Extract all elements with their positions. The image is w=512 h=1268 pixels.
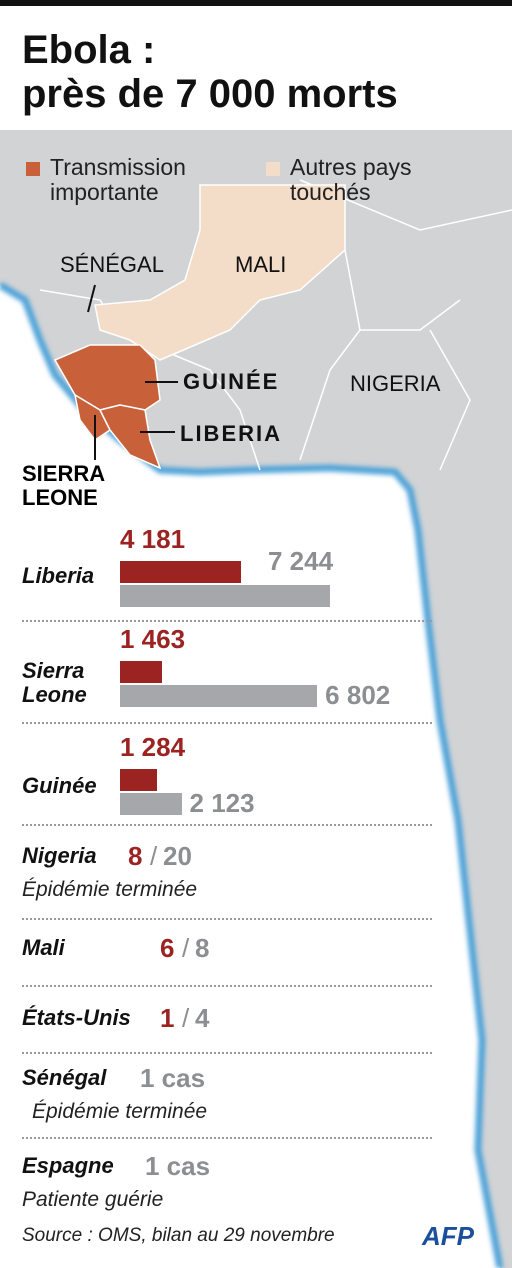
country-name: Mali — [22, 935, 65, 960]
note: Épidémie terminée — [32, 1100, 208, 1123]
guinea-area — [53, 344, 161, 411]
country-name: Liberia — [22, 563, 95, 588]
mali-area — [94, 184, 346, 361]
legend-label: Transmission importante — [50, 154, 186, 206]
separator — [22, 722, 432, 724]
bar — [120, 685, 318, 707]
sierra-leone-area — [73, 393, 111, 442]
coastline — [0, 281, 504, 1268]
separator — [22, 620, 432, 622]
source: Source : OMS, bilan au 29 novembre — [22, 1225, 335, 1246]
separator — [22, 824, 432, 826]
map-label: SÉNÉGAL — [60, 252, 164, 277]
separator — [22, 1052, 432, 1054]
separator — [22, 1137, 432, 1139]
separator-text: / — [182, 933, 190, 963]
deaths: 6 — [160, 933, 175, 963]
separator-text: / — [150, 841, 158, 871]
deaths: 8 — [128, 841, 143, 871]
bar — [120, 769, 158, 791]
value-label: 7 244 — [268, 546, 334, 576]
cases: 20 — [163, 841, 192, 871]
value-label: 1 284 — [120, 732, 186, 762]
map-label: SIERRA LEONE — [22, 461, 106, 511]
bar — [120, 661, 163, 683]
cases: 1 cas — [145, 1151, 211, 1181]
map-label: MALI — [235, 252, 287, 277]
country-name: Sénégal — [22, 1065, 107, 1090]
value-label: 4 181 — [120, 524, 186, 554]
map-label: LIBERIA — [180, 421, 282, 446]
country-name: Sierra Leone — [22, 658, 87, 708]
value-label: 1 463 — [120, 624, 186, 654]
deaths: 1 — [160, 1003, 175, 1033]
note: Épidémie terminée — [22, 878, 198, 901]
top-bar — [0, 0, 512, 6]
map-label: GUINÉE — [183, 369, 280, 394]
value-label: 2 123 — [189, 788, 255, 818]
cases: 8 — [195, 933, 210, 963]
liberia-area — [98, 404, 162, 470]
separator-text: / — [182, 1003, 190, 1033]
note: Patiente guérie — [22, 1188, 164, 1211]
separator — [22, 918, 432, 920]
logo: AFP — [422, 1221, 474, 1251]
country-name: Espagne — [22, 1153, 114, 1178]
cases: 4 — [195, 1003, 210, 1033]
bar — [120, 561, 242, 583]
title: Ebola : près de 7 000 morts — [22, 28, 398, 116]
bar — [120, 585, 330, 607]
legend-label: Autres pays touchés — [290, 154, 412, 206]
country-name: Nigeria — [22, 843, 97, 868]
country-name: Guinée — [22, 773, 97, 798]
country-name: États-Unis — [22, 1005, 131, 1030]
bar — [120, 793, 182, 815]
legend-swatch — [266, 162, 280, 176]
value-label: 6 802 — [325, 680, 391, 710]
legend-swatch — [26, 162, 40, 176]
cases: 1 cas — [140, 1063, 206, 1093]
separator — [22, 985, 432, 987]
leader-lines — [87, 284, 178, 460]
map-label: NIGERIA — [350, 371, 441, 396]
